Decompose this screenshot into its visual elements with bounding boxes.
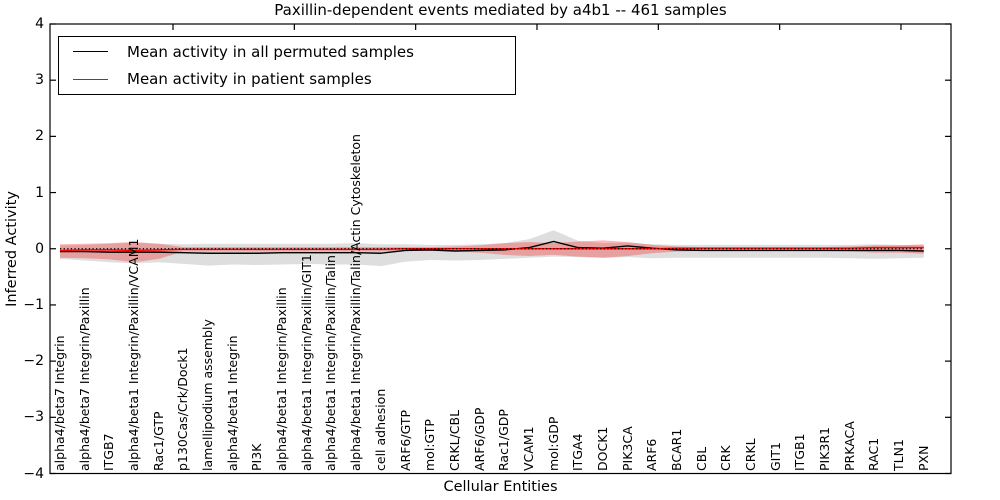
x-tick-label: ITGB7 [101, 432, 117, 471]
y-tick-label: −3 [23, 409, 44, 426]
y-tick-label: 4 [35, 16, 44, 32]
x-tick-label: ARF6 [644, 438, 660, 471]
patient-band [60, 240, 924, 263]
legend-label-permuted: Mean activity in all permuted samples [127, 42, 414, 61]
x-tick-label: lamellipodium assembly [200, 318, 216, 471]
x-tick-label: alpha4/beta1 Integrin/Paxillin/GIT1 [298, 253, 314, 471]
x-tick-label: PI3K [249, 443, 265, 471]
legend-label-patient: Mean activity in patient samples [127, 70, 372, 89]
y-tick-label: −1 [23, 296, 44, 313]
y-tick-label: 2 [35, 128, 44, 145]
x-tick-label: mol:GDP [545, 416, 561, 471]
x-tick-label: BCAR1 [669, 428, 684, 471]
x-tick-label: ITGB1 [792, 432, 808, 471]
x-tick-label: alpha4/beta1 Integrin/Paxillin/VCAM1 [126, 238, 142, 471]
x-tick-label: Rac1/GTP [150, 410, 166, 471]
x-tick-label: PIK3CA [619, 425, 635, 471]
x-tick-label: alpha4/beta1 Integrin/Paxillin/Talin/Act… [348, 133, 364, 471]
y-tick-label: 3 [35, 72, 44, 89]
x-tick-label: VCAM1 [520, 425, 536, 471]
x-tick-label: alpha4/beta7 Integrin/Paxillin [76, 286, 92, 471]
legend-item-permuted: Mean activity in all permuted samples [59, 39, 515, 65]
x-tick-label: ARF6/GDP [471, 407, 487, 471]
x-tick-label: ITGA4 [570, 432, 586, 471]
x-tick-label: alpha4/beta7 Integrin [52, 334, 67, 471]
x-tick-label: ARF6/GTP [397, 409, 413, 471]
x-tick-label: CRKL [743, 437, 759, 471]
x-tick-label: CRK [718, 444, 734, 471]
x-axis-label: Cellular Entities [443, 479, 558, 495]
y-tick-label: −2 [23, 353, 44, 370]
permuted-mean-line [60, 240, 924, 254]
legend: Mean activity in all permuted samples Me… [58, 36, 516, 95]
x-tick-label: TLN1 [891, 438, 907, 471]
x-tick-label: CBL [693, 446, 709, 471]
y-tick-label: 0 [35, 240, 44, 257]
x-tick-label: CRKL/CBL [446, 409, 462, 471]
legend-item-patient: Mean activity in patient samples [59, 66, 515, 92]
x-tick-label: mol:GTP [422, 418, 438, 471]
x-tick-label: DOCK1 [594, 426, 610, 471]
patient-mean-line [59, 246, 924, 252]
y-tick-label: −4 [23, 465, 44, 482]
patient-line-swatch [73, 78, 108, 80]
x-tick-label: alpha4/beta1 Integrin/Paxillin [274, 286, 290, 471]
x-tick-label: p130Cas/Crk/Dock1 [175, 346, 191, 471]
x-tick-label: RAC1 [866, 437, 882, 471]
chart-title: Paxillin-dependent events mediated by a4… [274, 1, 727, 19]
permuted-line-swatch [73, 51, 108, 53]
x-tick-label: PXN [915, 445, 931, 471]
x-tick-label: PRKACA [841, 420, 857, 471]
x-tick-label: alpha4/beta1 Integrin [224, 334, 240, 471]
x-tick-label: GIT1 [767, 441, 783, 471]
x-tick-label: alpha4/beta1 Integrin/Paxillin/Talin [323, 254, 339, 471]
x-tick-label: PIK3R1 [817, 426, 833, 471]
y-tick-label: 1 [35, 184, 44, 201]
x-tick-label: Rac1/GDP [496, 408, 512, 471]
x-tick-label: cell adhesion [372, 388, 388, 471]
